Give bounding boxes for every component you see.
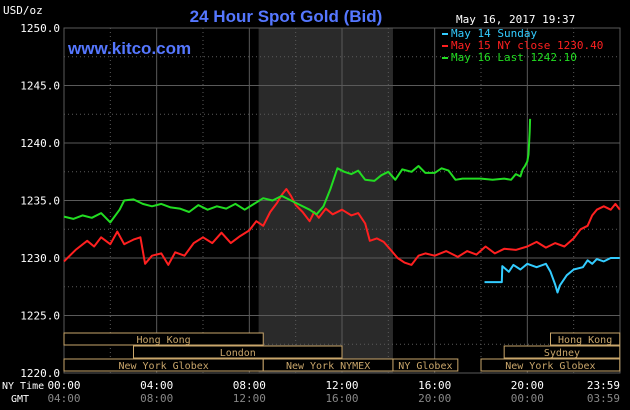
x-tick-label-ny: 16:00 bbox=[418, 379, 451, 392]
series-line-3 bbox=[63, 118, 532, 224]
x-tick-label-gmt: 00:00 bbox=[511, 392, 544, 405]
x-tick-label-gmt: 08:00 bbox=[140, 392, 173, 405]
market-sessions: Hong Kong Hong Kong London Sydney New York G… bbox=[63, 332, 621, 372]
x-tick-label-ny: 12:00 bbox=[325, 379, 358, 392]
y-tick-label: 1240.0 bbox=[20, 137, 60, 150]
x-axis-row-label-ny: NY Time bbox=[2, 381, 44, 392]
x-tick-label-ny: 23:59 bbox=[587, 379, 620, 392]
chart-title: 24 Hour Spot Gold (Bid) bbox=[190, 7, 383, 26]
x-tick-label-ny: 08:00 bbox=[233, 379, 266, 392]
session-bar bbox=[133, 345, 343, 359]
x-tick-label-gmt: 20:00 bbox=[418, 392, 451, 405]
series-line-2 bbox=[63, 188, 621, 266]
y-tick-label: 1220.0 bbox=[20, 367, 60, 380]
x-tick-label-ny: 20:00 bbox=[511, 379, 544, 392]
session-bar bbox=[63, 332, 264, 346]
x-axis-row-label-gmt: GMT bbox=[11, 394, 29, 405]
session-bar bbox=[503, 345, 621, 359]
x-tick-label-gmt: 12:00 bbox=[233, 392, 266, 405]
series-line-1 bbox=[484, 257, 620, 294]
chart-subtitle: www.kitco.com bbox=[67, 39, 191, 58]
x-tick-label-ny: 00:00 bbox=[47, 379, 80, 392]
session-label: New York Globex bbox=[118, 361, 208, 372]
session-label: New York Globex bbox=[505, 361, 595, 372]
y-tick-label: 1230.0 bbox=[20, 252, 60, 265]
y-axis-unit-label: USD/oz bbox=[3, 4, 43, 17]
grid-lines bbox=[63, 27, 621, 374]
legend-entry: May 16 Last 1242.10 bbox=[451, 51, 577, 64]
axes: 1220.0 1225.0 1230.0 1235.0 1240.0 1245.0 1250… bbox=[20, 22, 620, 405]
session-bar bbox=[550, 332, 621, 346]
session-bar bbox=[480, 358, 621, 372]
session-label: London bbox=[220, 348, 256, 359]
session-label: Sydney bbox=[544, 348, 580, 359]
x-tick-label-gmt: 04:00 bbox=[47, 392, 80, 405]
session-bar bbox=[392, 358, 459, 372]
legend-entry: May 14 Sunday bbox=[451, 27, 537, 40]
session-label: NY Globex bbox=[398, 361, 452, 372]
session-label: Hong Kong bbox=[558, 335, 612, 346]
price-series bbox=[63, 118, 621, 294]
y-tick-label: 1235.0 bbox=[20, 195, 60, 208]
x-tick-label-gmt: 03:59 bbox=[587, 392, 620, 405]
legend-entry: May 15 NY close 1230.40 bbox=[451, 39, 603, 52]
y-tick-label: 1250.0 bbox=[20, 22, 60, 35]
y-tick-label: 1245.0 bbox=[20, 80, 60, 93]
timestamp: May 16, 2017 19:37 bbox=[456, 13, 575, 26]
session-label: New York NYMEX bbox=[286, 361, 370, 372]
session-label: Hong Kong bbox=[137, 335, 191, 346]
y-tick-label: 1225.0 bbox=[20, 310, 60, 323]
x-tick-label-gmt: 16:00 bbox=[325, 392, 358, 405]
x-tick-label-ny: 04:00 bbox=[140, 379, 173, 392]
